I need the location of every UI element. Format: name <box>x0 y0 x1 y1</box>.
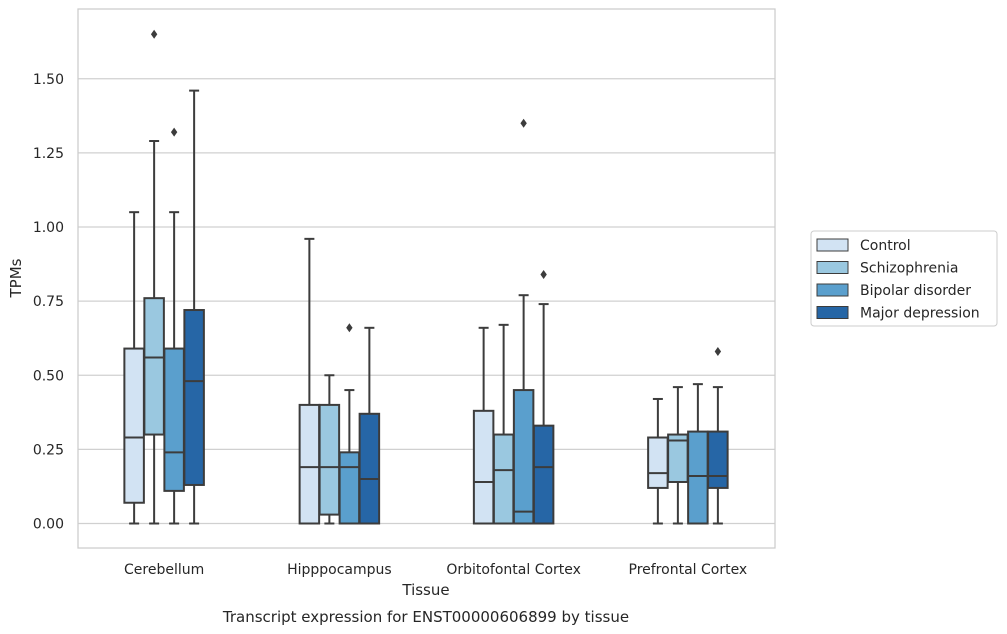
box-iqr <box>143 297 165 436</box>
legend-label: Bipolar disorder <box>860 283 971 299</box>
outlier-marker <box>346 323 353 333</box>
box-iqr <box>338 451 361 525</box>
box-iqr <box>358 412 381 525</box>
plot-frame <box>77 8 776 549</box>
outlier-marker <box>150 29 158 39</box>
outlier-marker <box>520 118 527 128</box>
box-bipolar-disorder <box>512 118 535 525</box>
x-tick-label: Hipppocampus <box>287 562 392 578</box>
y-tick-label: 0.50 <box>33 368 64 384</box>
legend-swatch <box>816 261 849 274</box>
outlier-marker <box>170 127 178 137</box>
box-iqr <box>647 436 669 489</box>
outlier-marker <box>540 269 547 279</box>
legend-swatch <box>816 238 849 252</box>
legend-label: Major depression <box>860 306 980 322</box>
legend-label: Control <box>860 238 911 254</box>
box-schizophrenia <box>667 386 689 525</box>
x-tick-label: Prefrontal Cortex <box>629 562 748 578</box>
y-tick-label: 0.00 <box>33 517 64 533</box>
chart-caption: Transcript expression for ENST0000060689… <box>222 608 629 626</box>
box-major-depression <box>532 269 555 525</box>
box-iqr <box>667 433 689 483</box>
box-iqr <box>183 309 205 486</box>
legend-swatch <box>816 283 849 297</box>
box-iqr <box>298 403 321 525</box>
x-tick-label: Orbitofontal Cortex <box>446 562 581 578</box>
box-iqr <box>687 430 709 525</box>
y-tick-label: 1.25 <box>33 146 64 162</box>
y-tick-labels: 0.00 0.25 0.50 0.75 1.00 1.25 1.50 <box>33 72 64 533</box>
box-major-depression <box>183 89 205 525</box>
box-control <box>123 211 145 525</box>
box-iqr <box>492 433 515 525</box>
box-bipolar-disorder <box>338 323 361 525</box>
legend-label: Schizophrenia <box>860 261 958 277</box>
y-axis-label: TPMs <box>7 258 25 298</box>
box-series <box>123 29 729 525</box>
box-iqr <box>123 347 145 504</box>
x-tick-labels: Cerebellum Hipppocampus Orbitofontal Corte… <box>124 562 747 578</box>
y-tick-label: 1.00 <box>33 220 64 236</box>
box-iqr <box>707 430 729 489</box>
box-major-depression <box>707 347 729 525</box>
box-control <box>472 326 495 525</box>
box-iqr <box>532 424 555 525</box>
box-iqr <box>512 389 535 525</box>
box-control <box>298 237 321 525</box>
legend-frame <box>810 230 998 327</box>
box-iqr <box>163 347 185 492</box>
box-iqr <box>318 403 341 516</box>
outlier-marker <box>714 347 722 357</box>
legend-swatch <box>816 306 849 319</box>
x-tick-label: Cerebellum <box>124 562 204 578</box>
box-major-depression <box>358 326 381 525</box>
x-axis-label: Tissue <box>401 581 449 599</box>
box-schizophrenia <box>492 323 515 525</box>
box-iqr <box>472 409 495 525</box>
y-tick-label: 0.25 <box>33 442 64 458</box>
legend: Control Schizophrenia Bipolar disorder Majo… <box>810 230 998 327</box>
y-tick-label: 0.75 <box>33 294 64 310</box>
box-schizophrenia <box>318 374 341 525</box>
y-tick-label: 1.50 <box>33 72 64 88</box>
